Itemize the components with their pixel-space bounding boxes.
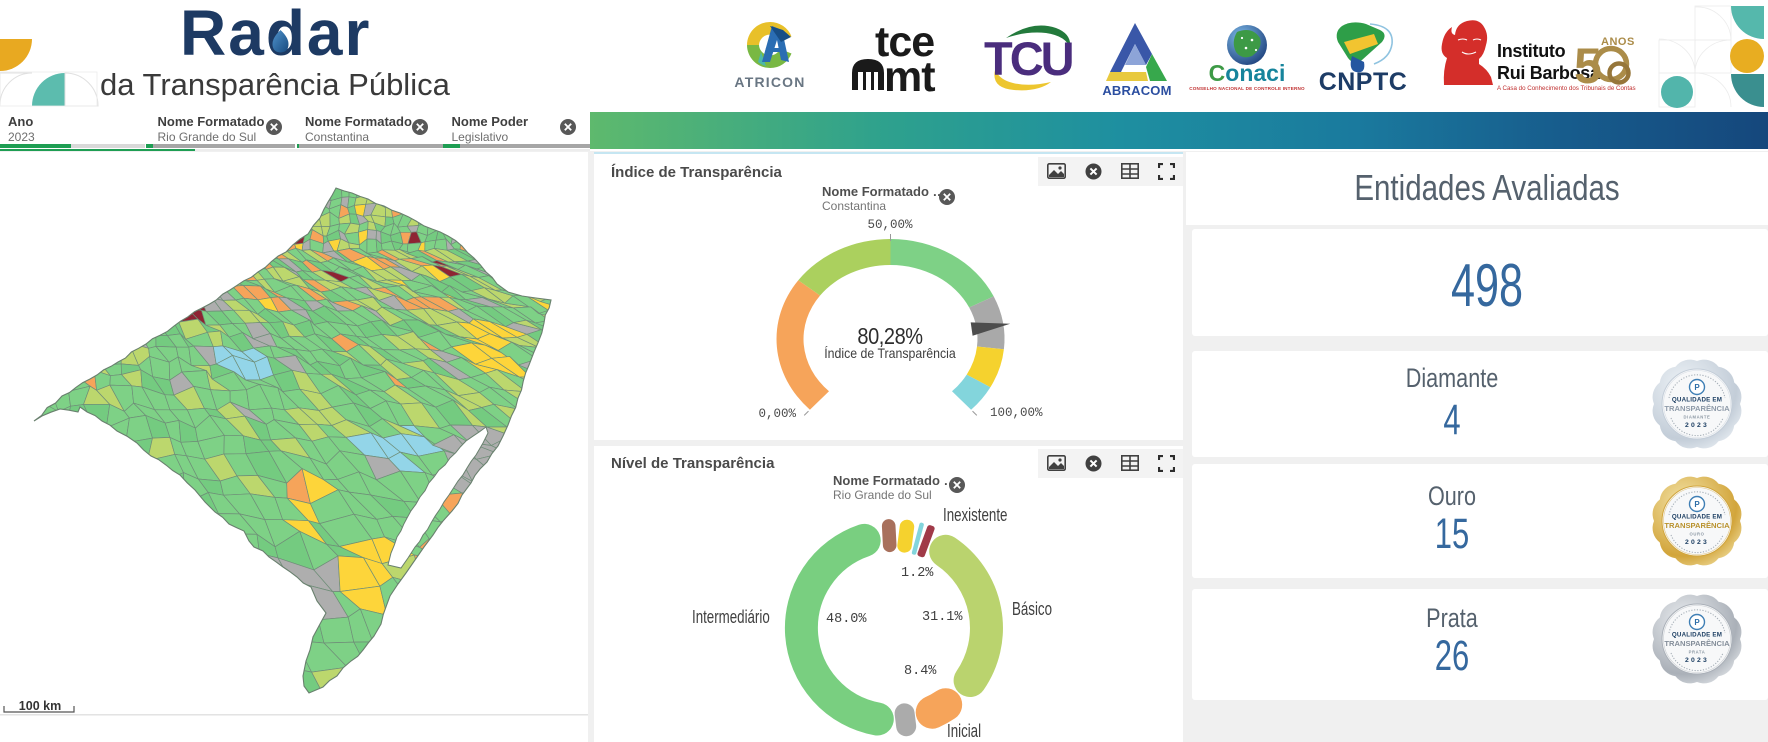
svg-text:ANOS: ANOS xyxy=(1601,36,1635,48)
svg-text:A Casa do Conhecimento dos Tri: A Casa do Conhecimento dos Tribunais de … xyxy=(1497,85,1636,92)
svg-text:TRANSPARÊNCIA: TRANSPARÊNCIA xyxy=(1664,521,1730,530)
svg-text:TCU: TCU xyxy=(984,32,1073,85)
svg-text:DIAMANTE: DIAMANTE xyxy=(1684,415,1711,420)
svg-text:TRANSPARÊNCIA: TRANSPARÊNCIA xyxy=(1664,639,1730,648)
svg-text:2023: 2023 xyxy=(1685,657,1709,664)
svg-text:Conaci: Conaci xyxy=(1209,60,1286,86)
svg-text:QUALIDADE EM: QUALIDADE EM xyxy=(1672,397,1722,404)
svg-text:QUALIDADE EM: QUALIDADE EM xyxy=(1672,632,1722,639)
svg-text:2023: 2023 xyxy=(1685,422,1709,429)
svg-text:tce: tce xyxy=(875,18,934,66)
svg-text:P: P xyxy=(1694,618,1700,627)
svg-text:PRATA: PRATA xyxy=(1689,650,1706,655)
svg-text:CNPTC: CNPTC xyxy=(1319,68,1408,96)
svg-text:ATRICON: ATRICON xyxy=(734,74,805,90)
svg-text:mt: mt xyxy=(884,53,935,101)
svg-text:TRANSPARÊNCIA: TRANSPARÊNCIA xyxy=(1664,404,1730,413)
svg-text:P: P xyxy=(1694,383,1700,392)
svg-text:P: P xyxy=(1694,500,1700,509)
svg-text:100 km: 100 km xyxy=(19,699,61,713)
svg-text:OURO: OURO xyxy=(1690,532,1705,537)
svg-text:2023: 2023 xyxy=(1685,539,1709,546)
svg-text:ABRACOM: ABRACOM xyxy=(1102,83,1171,98)
svg-text:QUALIDADE EM: QUALIDADE EM xyxy=(1672,514,1722,521)
svg-text:Instituto: Instituto xyxy=(1497,41,1566,61)
svg-text:CONSELHO NACIONAL DE CONTROLE: CONSELHO NACIONAL DE CONTROLE INTERNO xyxy=(1189,86,1305,91)
svg-text:Rui Barbosa: Rui Barbosa xyxy=(1497,63,1601,83)
